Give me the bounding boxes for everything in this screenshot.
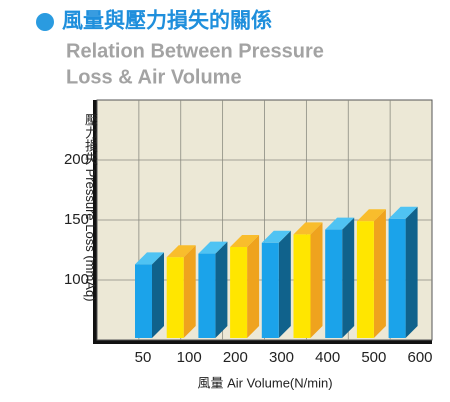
bar <box>198 253 216 338</box>
bar-side <box>247 235 260 338</box>
x-tick-label: 400 <box>315 349 340 366</box>
bar-side <box>278 230 291 338</box>
x-tick-label: 50 <box>135 349 152 366</box>
bar-top <box>388 206 418 219</box>
y-axis-label: 壓力損失 Pressure Loss (mmAq) <box>83 113 98 302</box>
bar-top <box>325 217 355 230</box>
bar-top <box>166 245 196 258</box>
bar <box>293 234 311 338</box>
subtitle: Relation Between Pressure <box>66 40 324 62</box>
bar-side <box>215 241 228 338</box>
bar-side <box>152 252 164 338</box>
bar-top <box>198 241 228 254</box>
y-tick-label: 200 <box>64 151 89 168</box>
subtitle: Loss & Air Volume <box>66 66 242 88</box>
bar-top <box>230 235 260 247</box>
bar-top <box>293 222 323 235</box>
bar <box>166 257 184 338</box>
x-tick-label: 600 <box>407 349 432 366</box>
bar <box>230 247 248 338</box>
y-tick-label: 100 <box>64 271 89 288</box>
bar-top <box>135 252 164 265</box>
bar <box>356 221 374 338</box>
bar-top <box>356 209 386 222</box>
bar-side <box>342 217 355 338</box>
bar-top <box>261 230 291 243</box>
bar <box>135 264 152 338</box>
x-tick-label: 200 <box>223 349 248 366</box>
x-axis-label: 風量 Air Volume(N/min) <box>197 375 332 390</box>
x-tick-label: 100 <box>177 349 202 366</box>
x-tick-label: 300 <box>269 349 294 366</box>
bar <box>388 218 406 338</box>
bar-side <box>310 222 323 338</box>
bar <box>261 242 279 338</box>
x-tick-label: 500 <box>361 349 386 366</box>
y-tick-label: 150 <box>64 211 89 228</box>
bar <box>325 229 343 338</box>
title-bullet <box>36 13 54 31</box>
bar-side <box>405 206 418 338</box>
chart-title: 風量與壓力損失的關係 <box>62 9 272 33</box>
bar-side <box>373 209 386 338</box>
bar-side <box>183 245 196 338</box>
